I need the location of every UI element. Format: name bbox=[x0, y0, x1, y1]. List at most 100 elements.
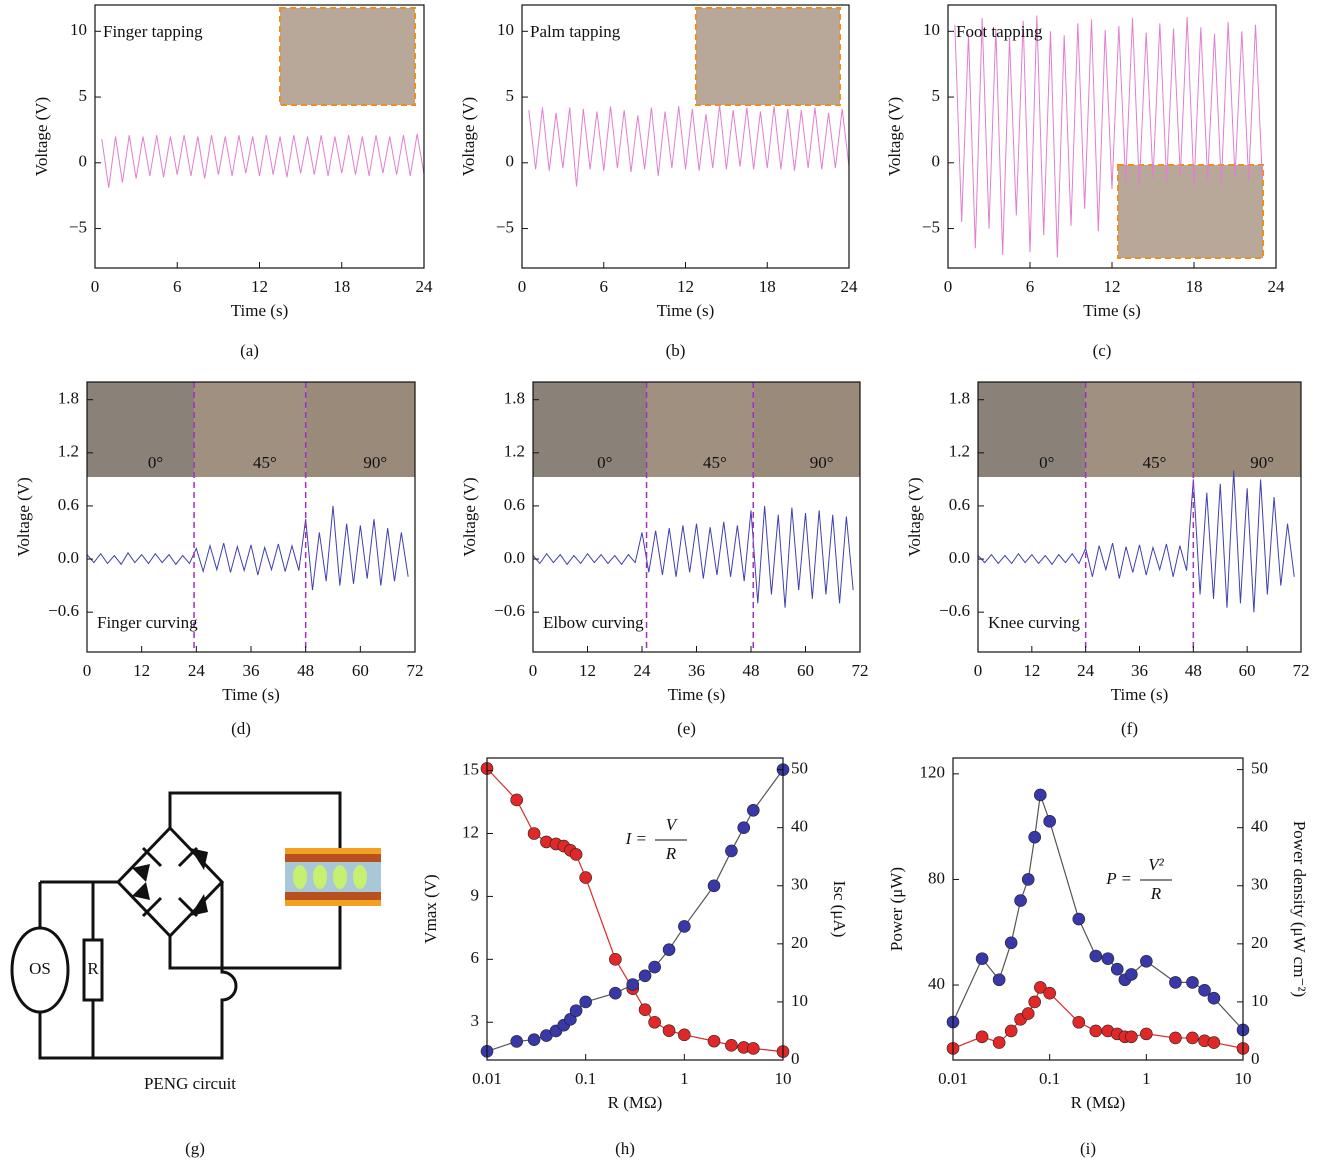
chart: 06121824−50510Time (s)Voltage (V)Finger … bbox=[32, 5, 433, 360]
angle-label: 90° bbox=[810, 453, 834, 472]
y2-tick-label: 10 bbox=[791, 991, 808, 1010]
x-axis-label: Time (s) bbox=[1083, 301, 1140, 320]
x-tick-label: 12 bbox=[579, 661, 596, 680]
y-tick-label: 1.2 bbox=[949, 442, 970, 461]
resistor-label: R bbox=[87, 959, 99, 978]
y2-tick-label: 30 bbox=[1251, 875, 1268, 894]
point bbox=[649, 1016, 661, 1028]
signal-line bbox=[87, 506, 408, 590]
x-tick-label: 36 bbox=[688, 661, 705, 680]
y-tick-label: 9 bbox=[471, 885, 480, 904]
angle-label: 45° bbox=[253, 453, 277, 472]
formula-numerator: V² bbox=[1148, 855, 1164, 874]
x-tick-label: 24 bbox=[634, 661, 652, 680]
point bbox=[1125, 1031, 1137, 1043]
x-tick-label: 0 bbox=[518, 277, 527, 296]
x-tick-label: 72 bbox=[407, 661, 424, 680]
photo bbox=[1193, 382, 1301, 477]
annotation: Elbow curving bbox=[543, 613, 644, 632]
x-tick-label: 24 bbox=[1268, 277, 1286, 296]
formula-lhs: P = bbox=[1105, 869, 1132, 888]
y-tick-label: 0 bbox=[506, 152, 515, 171]
y-tick-label: 10 bbox=[70, 20, 87, 39]
y-tick-label: 1.8 bbox=[949, 389, 970, 408]
formula-numerator: V bbox=[666, 815, 679, 834]
circuit: OS R PENG circuit (g) bbox=[12, 793, 381, 1158]
formula-denominator: R bbox=[665, 844, 677, 863]
diodes bbox=[132, 848, 208, 916]
panel-label: (f) bbox=[1121, 719, 1138, 738]
point bbox=[1015, 895, 1027, 907]
y-tick-label: 5 bbox=[79, 86, 88, 105]
x-tick-label: 60 bbox=[352, 661, 369, 680]
x-tick-label: 0 bbox=[83, 661, 92, 680]
source-label: OS bbox=[29, 959, 51, 978]
y-tick-label: 0.0 bbox=[949, 548, 970, 567]
y2-axis-label: Isc (μA) bbox=[830, 881, 849, 938]
point bbox=[1140, 955, 1152, 967]
y-tick-label: −5 bbox=[922, 217, 940, 236]
angle-label: 45° bbox=[1143, 453, 1167, 472]
point bbox=[580, 996, 592, 1008]
y-axis-label: Vmax (V) bbox=[421, 874, 440, 943]
point bbox=[993, 1037, 1005, 1049]
point bbox=[580, 872, 592, 884]
panel-label: (b) bbox=[666, 341, 686, 360]
bridge bbox=[118, 828, 222, 936]
angle-label: 0° bbox=[1039, 453, 1054, 472]
y-axis-label: Voltage (V) bbox=[459, 97, 478, 176]
y-tick-label: 0.0 bbox=[504, 548, 525, 567]
point bbox=[528, 1034, 540, 1046]
y-tick-label: 12 bbox=[462, 822, 479, 841]
annotation: Palm tapping bbox=[530, 22, 621, 41]
x-tick-label: 1 bbox=[680, 1069, 689, 1088]
point bbox=[1169, 976, 1181, 988]
y2-tick-label: 50 bbox=[791, 759, 808, 778]
point bbox=[663, 1025, 675, 1037]
x-tick-label: 36 bbox=[1131, 661, 1148, 680]
x-tick-label: 60 bbox=[797, 661, 814, 680]
photo bbox=[533, 382, 647, 477]
x-tick-label: 60 bbox=[1239, 661, 1256, 680]
x-tick-label: 0.01 bbox=[938, 1069, 968, 1088]
point bbox=[1029, 831, 1041, 843]
y2-tick-label: 20 bbox=[1251, 933, 1268, 952]
point bbox=[1022, 1008, 1034, 1020]
point bbox=[747, 804, 759, 816]
formula-denominator: R bbox=[1150, 884, 1162, 903]
x-axis-label: Time (s) bbox=[231, 301, 288, 320]
x-tick-label: 24 bbox=[1077, 661, 1095, 680]
x-tick-label: 24 bbox=[841, 277, 859, 296]
y-tick-label: −5 bbox=[496, 217, 514, 236]
point bbox=[1140, 1028, 1152, 1040]
y2-tick-label: 50 bbox=[1251, 759, 1268, 778]
x-tick-label: 18 bbox=[333, 277, 350, 296]
panel-label: (h) bbox=[615, 1139, 635, 1158]
point bbox=[609, 953, 621, 965]
y-tick-label: 5 bbox=[506, 86, 515, 105]
x-tick-label: 0 bbox=[944, 277, 953, 296]
angle-label: 0° bbox=[148, 453, 163, 472]
series-line bbox=[487, 770, 783, 1052]
point bbox=[639, 970, 651, 982]
point bbox=[528, 828, 540, 840]
photo bbox=[194, 382, 306, 477]
panel-label: (d) bbox=[231, 719, 251, 738]
wire bbox=[40, 793, 340, 1058]
y-tick-label: −0.6 bbox=[494, 601, 525, 620]
x-axis-label: Time (s) bbox=[668, 685, 725, 704]
point bbox=[725, 845, 737, 857]
signal-line bbox=[533, 506, 853, 608]
y-axis-label: Voltage (V) bbox=[905, 477, 924, 556]
x-tick-label: 12 bbox=[1023, 661, 1040, 680]
point bbox=[678, 920, 690, 932]
photo bbox=[978, 382, 1086, 477]
x-axis-label: R (MΩ) bbox=[608, 1093, 663, 1112]
x-tick-label: 0.01 bbox=[472, 1069, 502, 1088]
photo-inset bbox=[280, 8, 415, 105]
angle-label: 0° bbox=[597, 453, 612, 472]
point bbox=[976, 1031, 988, 1043]
point bbox=[708, 1035, 720, 1047]
y2-tick-label: 30 bbox=[791, 875, 808, 894]
